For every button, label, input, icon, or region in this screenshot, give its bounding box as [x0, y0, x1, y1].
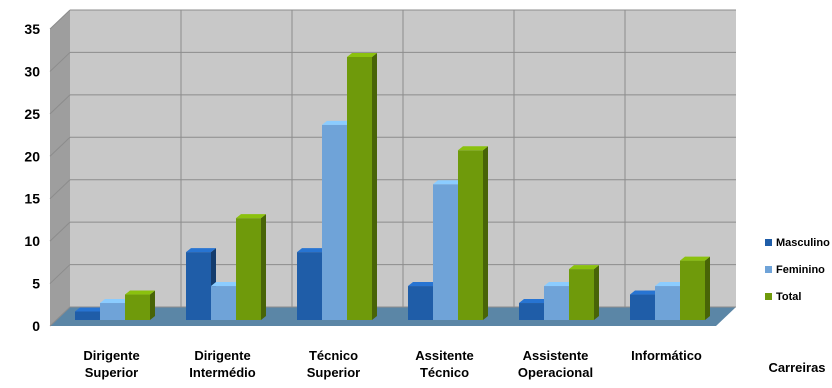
bar-top: [211, 282, 241, 287]
bar-side: [150, 290, 155, 320]
bar-front: [680, 260, 705, 320]
bar-top: [544, 282, 574, 287]
bar-side: [594, 265, 599, 320]
bar-top: [680, 256, 710, 261]
bar-top: [125, 290, 155, 295]
legend-label: Masculino: [776, 237, 830, 249]
x-category-label: Assitente Técnico: [415, 348, 474, 380]
gridline-side: [49, 94, 71, 115]
bar-top: [186, 248, 216, 253]
y-tick-label: 30: [24, 63, 40, 79]
bar-front: [433, 184, 458, 320]
bar-top: [408, 282, 438, 287]
bar-side: [261, 214, 266, 320]
x-axis-categories: Dirigente Superior Dirigente Intermédio Técn…: [83, 348, 702, 380]
chart-walls: [50, 10, 736, 326]
legend-label: Total: [776, 291, 801, 303]
x-category-label: Dirigente Superior: [83, 348, 139, 380]
bar-total: [458, 146, 488, 320]
x-category-label: Informático: [631, 348, 702, 363]
bar-side: [372, 52, 377, 320]
bar-total: [236, 214, 266, 320]
y-tick-label: 10: [24, 233, 40, 249]
bar-front: [655, 286, 680, 320]
gridline-side: [49, 179, 71, 200]
bar-top: [322, 120, 352, 125]
bar-top: [347, 52, 377, 57]
legend-swatch: [765, 239, 772, 246]
bar-front: [544, 286, 569, 320]
bar-top: [75, 307, 105, 312]
bar-total: [680, 256, 710, 320]
gridline-side: [49, 136, 71, 157]
bar-front: [458, 150, 483, 320]
bar-top: [655, 282, 685, 287]
bar-top: [297, 248, 327, 253]
bar-top: [433, 180, 463, 185]
bar-total: [347, 52, 377, 320]
bar-top: [458, 146, 488, 151]
legend-swatch: [765, 293, 772, 300]
bar-top: [569, 265, 599, 270]
gridline-side: [49, 306, 71, 327]
legend: Masculino Feminino Total: [765, 237, 830, 303]
bar-total: [125, 290, 155, 320]
gridline-side: [49, 264, 71, 284]
gridline-side: [49, 52, 71, 72]
x-axis-title: Carreiras: [768, 360, 825, 375]
y-tick-label: 35: [24, 21, 40, 37]
side-wall: [50, 10, 70, 326]
bar-top: [100, 299, 130, 304]
bar-top: [236, 214, 266, 219]
bar-front: [322, 124, 347, 320]
bar-front: [297, 252, 322, 320]
bar-front: [100, 303, 125, 320]
y-tick-label: 15: [24, 191, 40, 207]
bar-front: [125, 294, 150, 320]
y-tick-label: 20: [24, 148, 40, 164]
bar-front: [236, 218, 261, 320]
gridline-side: [49, 9, 71, 30]
gridline-side: [49, 221, 71, 242]
bar-total: [569, 265, 599, 320]
bar-front: [211, 286, 236, 320]
bar-top: [519, 299, 549, 304]
y-tick-label: 0: [32, 318, 40, 334]
bar-side: [705, 256, 710, 320]
y-tick-label: 25: [24, 106, 40, 122]
y-axis-ticks: 0 5 10 15 20 25 30 35: [24, 21, 40, 334]
x-category-label: Técnico Superior: [307, 348, 360, 380]
x-category-label: Assistente Operacional: [518, 348, 593, 380]
bar-front: [408, 286, 433, 320]
bars: [75, 52, 710, 320]
bar-front: [347, 56, 372, 320]
bar-front: [75, 311, 100, 320]
y-tick-label: 5: [32, 276, 40, 292]
legend-label: Feminino: [776, 264, 825, 276]
bar-top: [630, 290, 660, 295]
bar-side: [483, 146, 488, 320]
gridlines: [49, 9, 736, 327]
legend-swatch: [765, 266, 772, 273]
bar-front: [569, 269, 594, 320]
bar-front: [519, 303, 544, 320]
bar-front: [630, 294, 655, 320]
bar-front: [186, 252, 211, 320]
bar-feminino: [544, 282, 574, 320]
x-category-label: Dirigente Intermédio: [189, 348, 256, 380]
